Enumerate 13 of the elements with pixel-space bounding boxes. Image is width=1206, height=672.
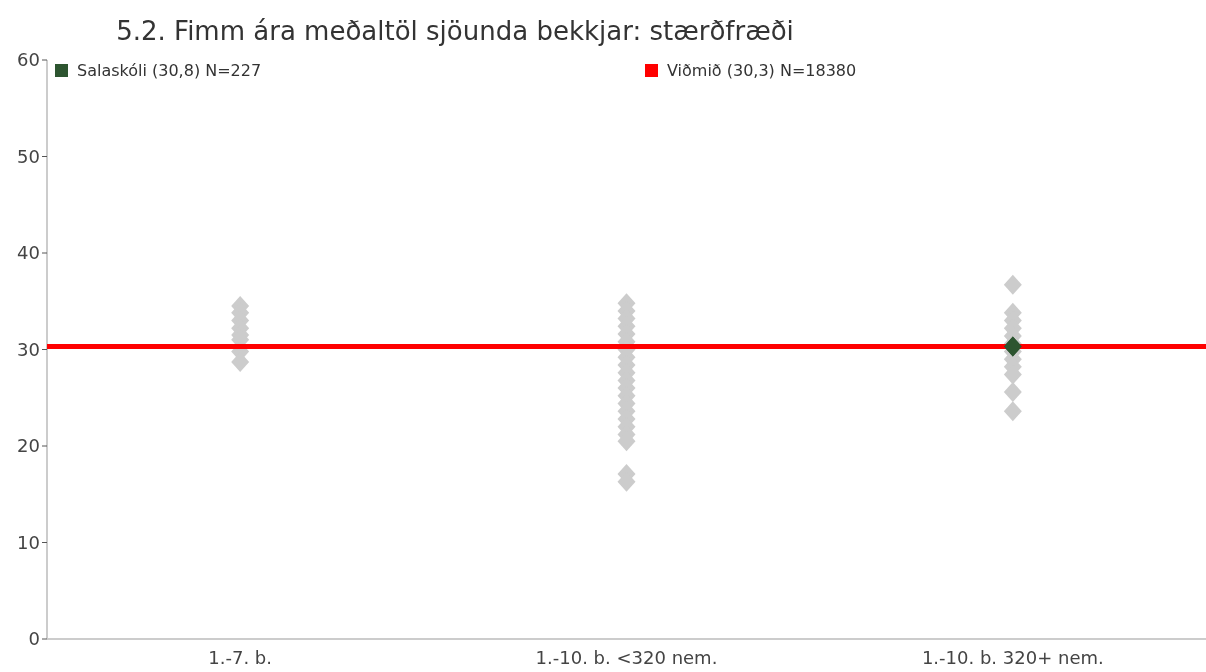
x-tick-label: 1.-10. b. 320+ nem. [921, 647, 1104, 668]
legend-label: Salaskóli (30,8) N=227 [77, 61, 262, 80]
y-tick-label: 60 [17, 49, 40, 71]
y-tick-label: 10 [17, 531, 40, 553]
y-tick-label: 30 [17, 338, 40, 360]
y-tick-label: 50 [17, 145, 40, 167]
y-tick-label: 0 [28, 628, 40, 650]
y-tick-label: 20 [17, 435, 40, 457]
y-tick-label: 40 [17, 242, 40, 264]
legend-label: Viðmið (30,3) N=18380 [667, 61, 857, 80]
x-tick-label: 1.-10. b. <320 nem. [535, 647, 718, 668]
chart-title: 5.2. Fimm ára meðaltöl sjöunda bekkjar: stærðfræði [116, 16, 794, 46]
x-tick-label: 1.-7. b. [208, 647, 273, 668]
